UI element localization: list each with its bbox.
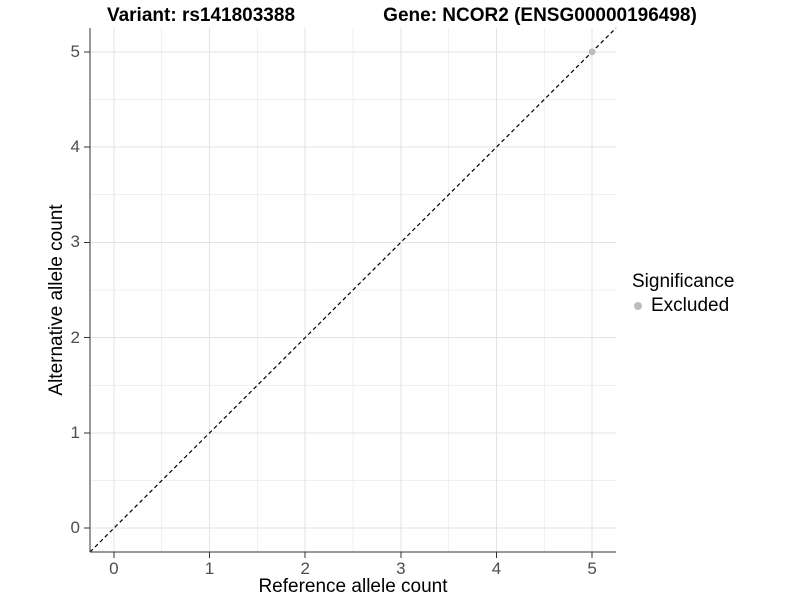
x-tick-label: 3	[396, 559, 406, 578]
x-tick-label: 2	[300, 559, 310, 578]
gene-title: Gene: NCOR2 (ENSG00000196498)	[383, 5, 697, 26]
y-axis-title: Alternative allele count	[46, 204, 67, 396]
identity-line	[89, 27, 617, 553]
legend-point-icon	[634, 302, 642, 310]
legend-entries: Excluded	[632, 295, 734, 317]
x-tick-label: 5	[587, 559, 597, 578]
legend: Significance Excluded	[632, 271, 734, 317]
y-tick-label: 5	[70, 41, 80, 61]
x-axis-title: Reference allele count	[258, 576, 448, 597]
x-tick-label: 0	[109, 559, 119, 578]
x-tick-label: 4	[491, 559, 502, 578]
legend-entry: Excluded	[632, 295, 734, 317]
y-tick-label: 0	[70, 518, 80, 538]
legend-entry-label: Excluded	[651, 295, 730, 316]
y-tick-label: 1	[70, 422, 80, 442]
data-point	[588, 48, 596, 56]
y-tick-label: 3	[70, 232, 80, 252]
legend-title: Significance	[632, 271, 735, 292]
variant-title: Variant: rs141803388	[106, 5, 296, 26]
y-tick-label: 4	[70, 137, 80, 157]
x-tick-label: 1	[204, 559, 215, 578]
y-tick-label: 2	[70, 327, 80, 347]
